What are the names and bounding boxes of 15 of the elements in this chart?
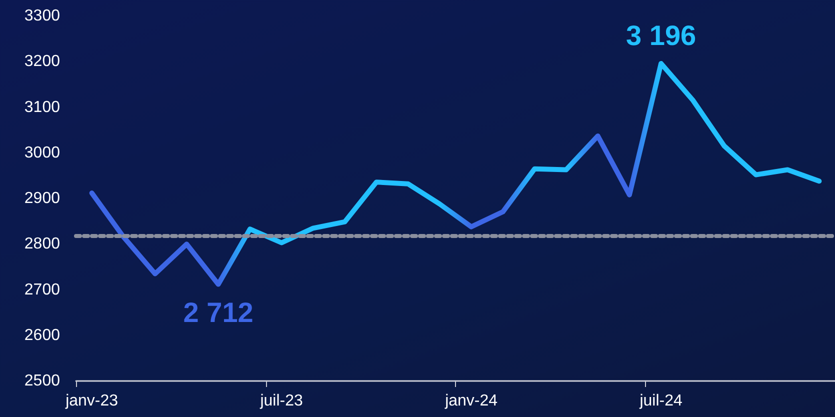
x-tick-label: juil-24 — [638, 392, 683, 410]
y-tick-label: 3100 — [24, 98, 60, 116]
x-tick-label: janv-23 — [64, 392, 118, 410]
x-tick-label: juil-23 — [259, 392, 304, 410]
y-tick-label: 2600 — [24, 326, 60, 344]
y-tick-label: 2900 — [24, 190, 60, 207]
y-tick-label: 3300 — [24, 8, 60, 24]
data-label: 3 196 — [626, 20, 696, 51]
y-tick-label: 2700 — [24, 281, 60, 298]
y-tick-label: 2500 — [24, 372, 60, 390]
y-tick-label: 3000 — [24, 144, 60, 162]
y-tick-label: 2800 — [24, 236, 60, 253]
y-tick-label: 3200 — [24, 53, 60, 70]
x-tick-label: janv-24 — [444, 392, 498, 410]
data-label: 2 712 — [183, 296, 254, 328]
